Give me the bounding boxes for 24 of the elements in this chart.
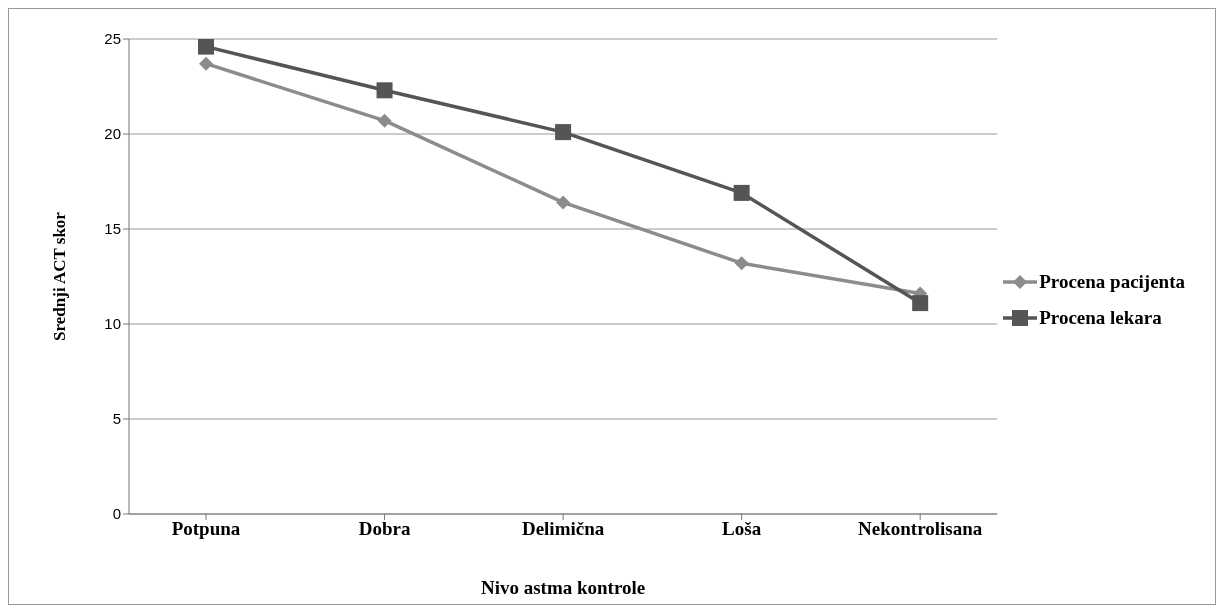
x-tick-label: Potpuna [171,518,241,540]
point [376,82,393,99]
point [734,256,749,271]
point [556,195,571,210]
x-axis-title: Nivo astma kontrole [480,577,646,598]
point [377,113,392,128]
x-tick-label: Loša [722,518,762,540]
point [199,56,213,71]
y-tick-label: 0 [112,505,121,523]
y-axis-title: Srednji ACT skor [50,211,70,341]
x-tick-label: Nekontrolisana [858,518,983,540]
point [733,184,750,201]
point [555,124,572,141]
x-tick-label: Delimična [521,518,605,540]
point [912,295,929,312]
legend-label: Procena lekara [1039,306,1162,329]
y-tick-label: 10 [104,315,121,333]
y-tick-label: 25 [104,30,121,48]
x-tick-label: Dobra [358,518,411,540]
legend-label: Procena pacijenta [1039,270,1185,293]
point [198,39,214,55]
y-tick-label: 20 [104,125,121,143]
y-tick-label: 5 [112,410,121,428]
y-tick-label: 15 [104,220,121,238]
